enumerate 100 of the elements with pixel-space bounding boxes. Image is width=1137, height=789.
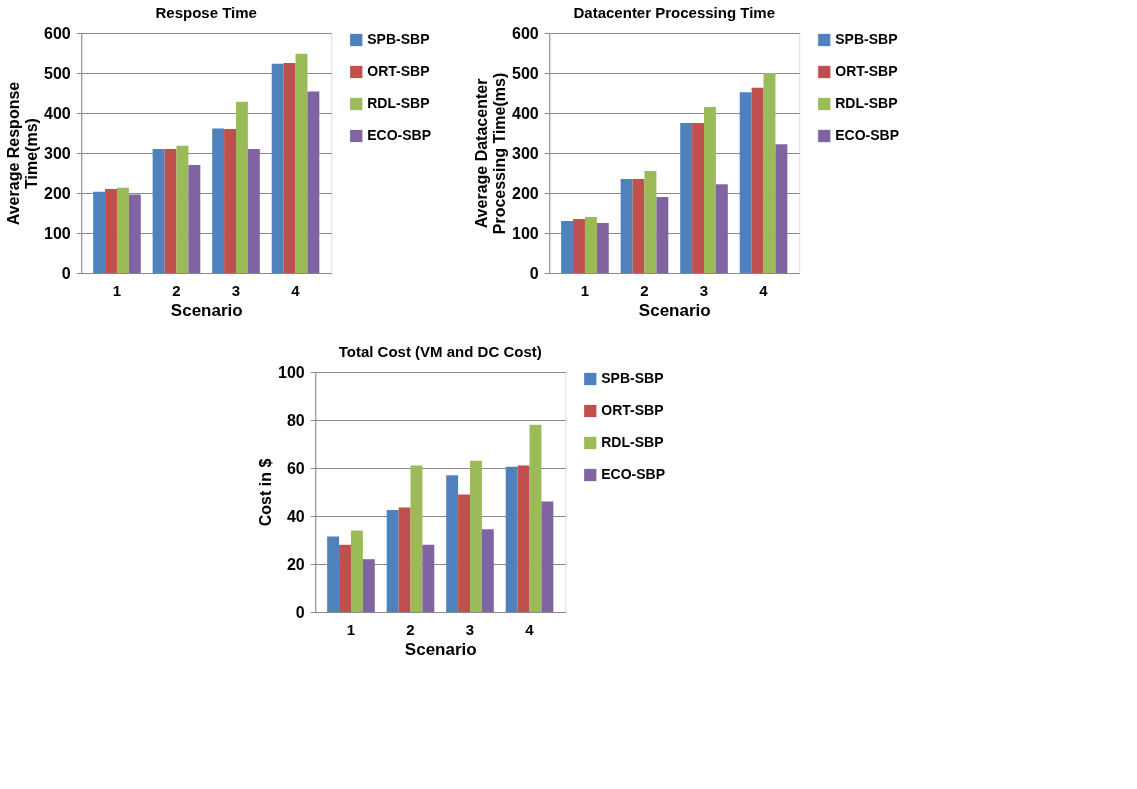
bar [398,507,411,612]
bar [561,221,574,273]
bar [517,465,530,612]
bar [481,529,494,612]
x-tick-label: 3 [699,281,709,299]
bar [529,424,542,612]
bar [704,107,716,273]
y-axis-title: Cost in $ [257,458,275,527]
bar [584,217,597,273]
y-tick-label: 200 [44,184,71,202]
bar [93,191,106,273]
x-tick-label: 4 [525,620,535,638]
bar [692,123,705,273]
y-tick-label: 200 [512,184,539,202]
legend-label: ECO-SBP [835,127,900,143]
y-tick-label: 0 [61,264,71,282]
bar [307,91,320,273]
bar [632,179,645,273]
x-axis-title: Scenario [638,300,711,320]
bar [283,63,296,273]
legend-label: RDL-SBP [601,434,664,450]
bar [620,179,633,273]
bar [422,544,435,612]
bar [386,510,399,612]
x-axis-title: Scenario [404,639,477,659]
bar [470,460,482,612]
y-tick-label: 300 [512,144,539,162]
bar [644,171,657,273]
bar [327,536,340,612]
bar [350,530,363,612]
bar [775,144,788,273]
bar [656,197,669,273]
bar [164,149,177,273]
y-tick-label: 600 [512,24,539,42]
y-axis-title: Average Response Time(ms) [5,81,41,226]
bar [446,475,459,612]
bar [188,165,201,273]
x-tick-label: 1 [112,281,122,299]
legend-label: ECO-SBP [601,466,666,482]
bar [505,466,518,612]
bar [271,63,284,273]
x-tick-label: 4 [759,281,769,299]
legend-label: RDL-SBP [835,95,898,111]
bar [751,87,764,273]
bar [410,465,423,612]
bar [763,73,776,273]
y-tick-label: 40 [286,507,305,525]
x-tick-label: 2 [640,281,649,299]
y-tick-label: 100 [44,224,71,242]
y-tick-label: 100 [278,363,305,381]
y-tick-label: 500 [44,64,71,82]
y-tick-label: 400 [512,104,539,122]
bar [573,219,585,273]
bar [152,149,165,273]
bar [715,184,728,273]
x-tick-label: 3 [231,281,241,299]
bar [224,129,237,273]
legend-label: ORT-SBP [601,402,664,418]
y-axis-title: Average Datacenter Processing Time(ms) [473,72,509,235]
bar [176,145,189,273]
bar [105,189,117,273]
y-tick-label: 0 [295,603,305,621]
y-tick-label: 60 [286,459,305,477]
bar [295,53,308,273]
bar [739,92,752,273]
bar [116,187,129,273]
chart-title: Datacenter Processing Time [573,4,775,21]
legend-label: RDL-SBP [367,95,430,111]
legend-label: ECO-SBP [367,127,432,143]
chart-title: Respose Time [155,4,257,21]
x-tick-label: 2 [406,620,415,638]
x-axis-title: Scenario [170,300,243,320]
bar [247,149,260,273]
legend-label: ORT-SBP [835,63,898,79]
bar [458,494,471,612]
y-tick-label: 80 [286,411,305,429]
bar [362,559,375,612]
bar [541,501,554,612]
bar [339,544,351,612]
bar [680,123,693,273]
chart-title: Total Cost (VM and DC Cost) [338,343,542,360]
bar [212,128,225,273]
y-tick-label: 20 [286,555,305,573]
x-tick-label: 3 [465,620,475,638]
x-tick-label: 2 [172,281,181,299]
y-tick-label: 100 [512,224,539,242]
legend-label: SPB-SBP [367,31,430,47]
bar [128,194,141,273]
legend-label: SPB-SBP [601,370,664,386]
x-tick-label: 4 [291,281,301,299]
y-tick-label: 400 [44,104,71,122]
y-tick-label: 0 [529,264,539,282]
bar [596,223,609,273]
x-tick-label: 1 [346,620,356,638]
bar [236,101,248,273]
y-tick-label: 500 [512,64,539,82]
legend-label: ORT-SBP [367,63,430,79]
x-tick-label: 1 [580,281,590,299]
y-tick-label: 300 [44,144,71,162]
y-tick-label: 600 [44,24,71,42]
